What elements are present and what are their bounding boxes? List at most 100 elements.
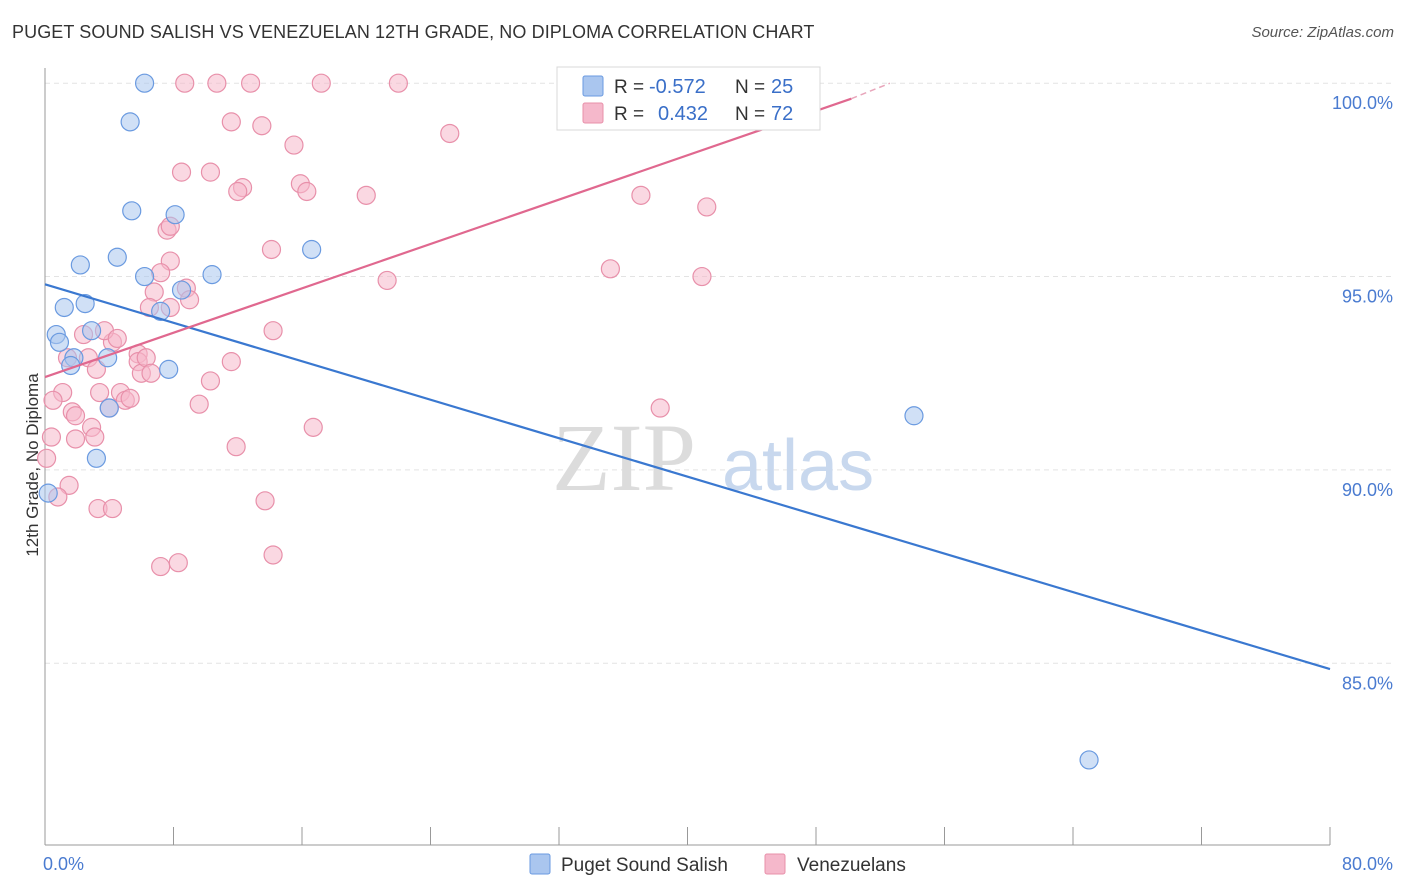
venezuelans-point-7: [284, 135, 304, 155]
y-tick-label-1: 90.0%: [1342, 480, 1393, 500]
venezuelans-point-54: [650, 398, 670, 418]
bottom-legend-label-2: Venezuelans: [797, 855, 906, 876]
legend-r-value-1: -0.572: [649, 76, 706, 98]
venezuelans-point-71: [263, 545, 283, 565]
legend-n-label-2: N =: [735, 104, 765, 125]
puget-sound-salish-point-14: [81, 321, 102, 341]
venezuelans-point-66: [255, 491, 275, 511]
venezuelans-point-20: [261, 239, 282, 260]
legend-r-label-2: R =: [614, 104, 644, 125]
venezuelans-point-14: [297, 181, 317, 202]
venezuelans-point-12: [228, 181, 248, 202]
venezuelans-point-64: [59, 475, 79, 495]
x-tick-labels: 0.0% 80.0%: [43, 854, 1393, 874]
puget-sound-salish-point-15: [49, 332, 70, 352]
puget-sound-salish-point-5: [70, 255, 90, 275]
venezuelans-point-35: [107, 328, 127, 349]
puget-sound-salish-point-6: [302, 239, 322, 260]
venezuelans-point-22: [151, 263, 171, 283]
venezuelans-point-63: [37, 448, 57, 468]
puget-sound-salish-point-23: [904, 406, 924, 426]
bottom-legend-swatch-pink: [764, 853, 786, 875]
venezuelans-point-45: [200, 371, 221, 391]
x-tick-label-1: 80.0%: [1342, 854, 1393, 874]
venezuelans-point-70: [168, 553, 188, 573]
puget-sound-salish-point-8: [202, 265, 222, 285]
puget-sound-salish-point-24: [1079, 750, 1099, 770]
puget-sound-salish-point-10: [54, 297, 74, 318]
puget-sound-salish-point-12: [151, 301, 171, 321]
venezuelans-point-44: [221, 352, 241, 372]
watermark-atlas: atlas: [722, 426, 874, 506]
chart-title: PUGET SOUND SALISH VS VENEZUELAN 12TH GR…: [12, 22, 815, 42]
venezuelans-trend-extension: [851, 82, 891, 100]
venezuelans-point-3: [311, 73, 331, 93]
correlation-legend: R = -0.572 N = 25 R = 0.432 N = 72: [556, 66, 821, 131]
venezuelans-point-60: [65, 429, 86, 449]
venezuelans-point-43: [141, 363, 161, 383]
venezuelans-point-69: [151, 556, 171, 577]
bottom-legend-swatch-blue: [529, 853, 551, 875]
y-tick-label-3: 100.0%: [1332, 93, 1393, 113]
puget-sound-salish-point-9: [171, 280, 192, 300]
venezuelans-point-17: [697, 197, 717, 217]
venezuelans-points: [37, 73, 717, 577]
y-axis-label: 12th Grade, No Diploma: [23, 373, 42, 557]
venezuelans-point-23: [600, 259, 621, 279]
puget-sound-salish-point-2: [122, 201, 142, 221]
venezuelans-point-47: [90, 382, 110, 403]
watermark: ZIP atlas: [552, 404, 874, 511]
x-tick-label-0: 0.0%: [43, 854, 84, 874]
venezuelans-point-50: [120, 388, 140, 408]
venezuelans-point-6: [252, 116, 272, 136]
puget-sound-salish-point-19: [159, 359, 179, 379]
venezuelans-point-56: [65, 406, 86, 426]
puget-sound-salish-point-20: [99, 398, 119, 418]
venezuelans-point-8: [440, 123, 460, 144]
venezuelans-point-15: [356, 185, 376, 205]
venezuelans-point-0: [175, 73, 195, 93]
legend-r-label-1: R =: [614, 77, 644, 98]
series-legend: Puget Sound Salish Venezuelans: [529, 853, 906, 876]
y-tick-labels: 85.0% 90.0% 95.0% 100.0%: [1332, 93, 1393, 693]
puget-sound-salish-points: [38, 73, 1099, 770]
source-label: Source: ZipAtlas.com: [1251, 24, 1394, 41]
venezuelans-point-33: [263, 321, 283, 341]
grid-lines: [45, 82, 1395, 664]
legend-n-value-1: 25: [771, 76, 793, 98]
bottom-legend-label-1: Puget Sound Salish: [561, 855, 728, 876]
venezuelans-point-2: [241, 73, 261, 93]
puget-sound-salish-point-7: [134, 266, 155, 287]
puget-sound-salish-point-21: [86, 448, 107, 468]
puget-sound-salish-point-1: [120, 112, 140, 132]
venezuelans-point-1: [207, 73, 227, 93]
puget-sound-salish-point-11: [75, 294, 95, 314]
venezuelans-point-25: [377, 270, 397, 291]
venezuelans-point-61: [85, 427, 105, 447]
venezuelans-point-5: [221, 112, 241, 132]
legend-n-label-1: N =: [735, 77, 765, 98]
puget-sound-salish-point-4: [107, 247, 127, 267]
venezuelans-trend-line: [44, 97, 852, 379]
puget-sound-salish-point-22: [38, 483, 58, 503]
legend-r-value-2: 0.432: [658, 103, 708, 125]
venezuelans-point-4: [388, 73, 408, 93]
venezuelans-point-58: [303, 417, 323, 437]
puget-sound-salish-point-0: [134, 73, 155, 93]
venezuelans-point-51: [43, 390, 63, 410]
legend-n-value-2: 72: [771, 103, 793, 125]
venezuelans-point-62: [226, 437, 246, 457]
venezuelans-point-59: [41, 427, 62, 447]
venezuelans-point-68: [102, 498, 123, 519]
puget-sound-salish-trend-line: [44, 283, 1331, 671]
venezuelans-point-16: [631, 185, 651, 205]
venezuelans-point-24: [692, 266, 712, 287]
trend-lines: [44, 82, 1331, 671]
venezuelans-point-53: [189, 394, 209, 414]
venezuelans-point-10: [200, 162, 221, 182]
y-tick-label-0: 85.0%: [1342, 673, 1393, 693]
venezuelans-point-9: [171, 162, 192, 182]
legend-swatch-blue: [582, 75, 604, 97]
legend-swatch-pink: [582, 102, 604, 124]
